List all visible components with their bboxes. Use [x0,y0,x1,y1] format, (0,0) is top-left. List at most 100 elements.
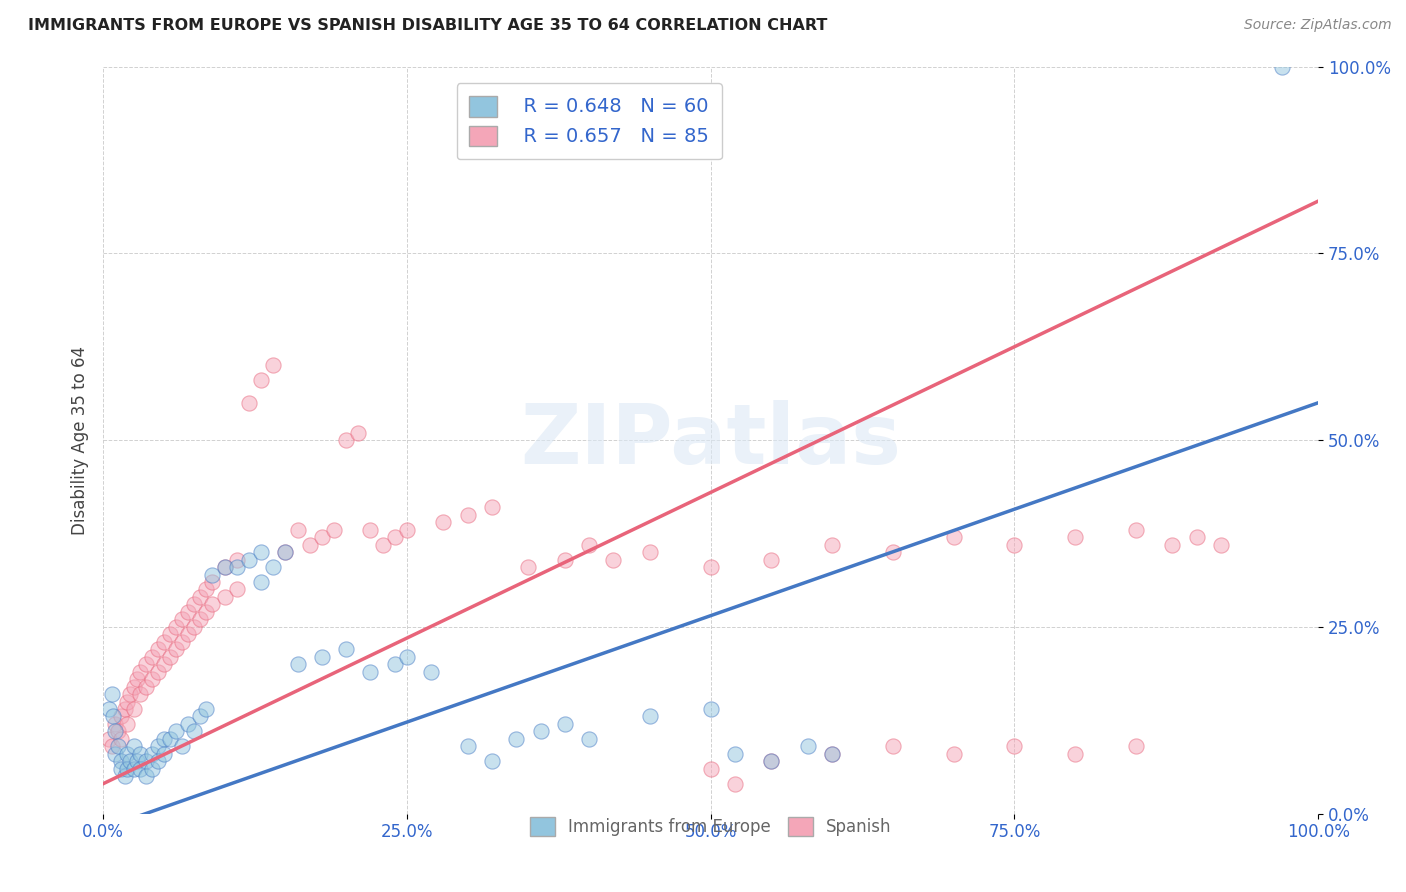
Point [250,373,273,387]
Point [942,530,965,544]
Point [359,523,381,537]
Point [117,717,139,731]
Point [117,762,139,776]
Point [159,731,181,746]
Point [699,560,721,574]
Point [311,649,333,664]
Point [638,545,661,559]
Point [135,680,157,694]
Point [128,762,150,776]
Point [335,642,357,657]
Point [153,747,176,761]
Legend: Immigrants from Europe, Spanish: Immigrants from Europe, Spanish [523,810,898,843]
Point [104,717,127,731]
Point [128,665,150,679]
Point [1185,530,1208,544]
Point [882,739,904,754]
Point [420,665,443,679]
Point [98,702,121,716]
Point [395,649,418,664]
Point [135,754,157,768]
Point [250,545,273,559]
Point [1064,530,1087,544]
Point [323,523,346,537]
Point [225,582,247,597]
Point [359,665,381,679]
Point [122,739,145,754]
Point [127,672,149,686]
Point [761,754,783,768]
Point [638,709,661,723]
Point [384,657,406,672]
Point [724,747,747,761]
Point [335,433,357,447]
Point [128,687,150,701]
Point [122,702,145,716]
Point [153,657,176,672]
Point [602,552,624,566]
Point [371,538,394,552]
Point [942,747,965,761]
Point [183,598,205,612]
Point [128,747,150,761]
Point [98,731,121,746]
Point [821,538,844,552]
Point [114,769,136,783]
Point [578,538,600,552]
Point [1209,538,1232,552]
Point [1064,747,1087,761]
Point [110,762,132,776]
Point [201,567,224,582]
Point [274,545,297,559]
Point [225,560,247,574]
Point [250,574,273,589]
Text: ZIPatlas: ZIPatlas [520,400,901,481]
Point [214,560,236,574]
Point [1161,538,1184,552]
Point [505,731,527,746]
Point [146,665,169,679]
Point [214,560,236,574]
Text: IMMIGRANTS FROM EUROPE VS SPANISH DISABILITY AGE 35 TO 64 CORRELATION CHART: IMMIGRANTS FROM EUROPE VS SPANISH DISABI… [28,18,828,33]
Point [188,612,211,626]
Point [1004,538,1026,552]
Point [761,754,783,768]
Point [481,500,503,515]
Point [104,747,127,761]
Point [100,687,122,701]
Point [432,516,454,530]
Point [195,605,218,619]
Point [262,560,284,574]
Point [146,739,169,754]
Point [135,657,157,672]
Point [159,627,181,641]
Point [554,552,576,566]
Point [578,731,600,746]
Point [517,560,540,574]
Point [238,396,260,410]
Point [529,724,551,739]
Point [107,724,129,739]
Point [882,545,904,559]
Point [141,649,163,664]
Text: Source: ZipAtlas.com: Source: ZipAtlas.com [1244,18,1392,32]
Point [274,545,297,559]
Point [1271,60,1294,74]
Point [481,754,503,768]
Point [1004,739,1026,754]
Point [384,530,406,544]
Point [724,777,747,791]
Point [159,649,181,664]
Point [214,590,236,604]
Point [287,523,309,537]
Point [165,642,187,657]
Point [141,747,163,761]
Point [100,739,122,754]
Y-axis label: Disability Age 35 to 64: Disability Age 35 to 64 [72,345,89,534]
Point [153,731,176,746]
Point [298,538,321,552]
Point [177,627,200,641]
Point [141,672,163,686]
Point [177,717,200,731]
Point [225,552,247,566]
